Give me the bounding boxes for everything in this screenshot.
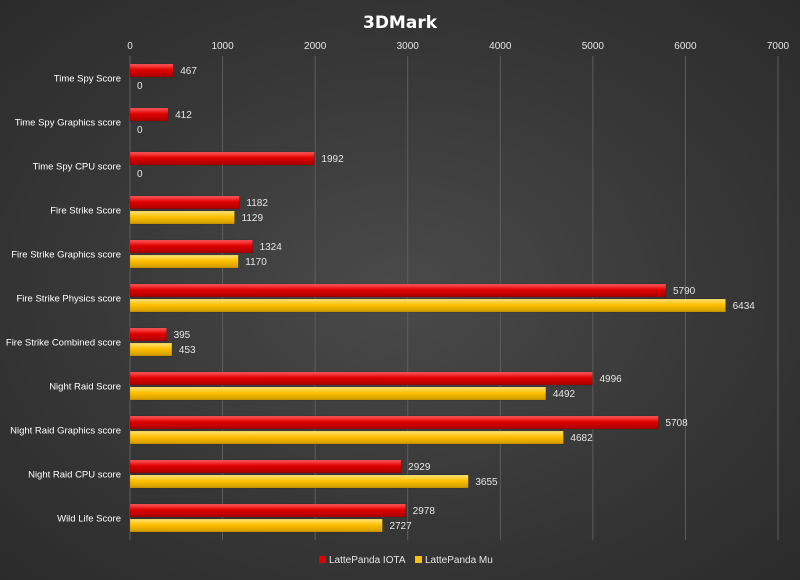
x-tick-label: 2000 (304, 41, 327, 52)
data-label: 2727 (389, 521, 412, 532)
category-label: Night Raid CPU score (28, 470, 121, 481)
bar-series-1 (129, 371, 593, 386)
x-axis-ticks: 0 1000 2000 3000 4000 5000 6000 7000 (127, 41, 789, 52)
data-label: 4492 (553, 389, 576, 400)
bar-series-2 (129, 254, 239, 269)
data-label: 2978 (413, 506, 436, 517)
bar-series-2 (129, 518, 383, 533)
data-label: 1182 (246, 198, 268, 209)
category-label: Fire Strike Graphics score (11, 250, 121, 261)
data-label: 4682 (570, 433, 593, 444)
data-label: 4996 (599, 374, 622, 385)
data-label: 5708 (665, 418, 688, 429)
category-label: Night Raid Graphics score (10, 426, 121, 437)
data-label: 395 (174, 330, 191, 341)
bar-series-1 (129, 195, 240, 210)
bar-series-1 (129, 107, 169, 122)
data-label: 0 (137, 169, 143, 180)
bar-series-1 (129, 459, 402, 474)
data-label: 467 (180, 66, 197, 77)
bar-series-1 (129, 327, 167, 342)
bar-series-1 (129, 63, 174, 78)
data-label: 453 (179, 345, 196, 356)
bar-series-1 (129, 415, 659, 430)
data-label: 3655 (475, 477, 498, 488)
x-tick-label: 3000 (397, 41, 420, 52)
category-label: Fire Strike Physics score (16, 294, 121, 305)
bar-series-1 (129, 503, 406, 518)
data-label: 0 (137, 81, 143, 92)
legend-label: LattePanda IOTA (329, 555, 406, 566)
x-tick-label: 4000 (489, 41, 512, 52)
legend-swatch (415, 556, 422, 563)
data-label: 0 (137, 125, 143, 136)
data-label: 1992 (321, 154, 344, 165)
x-tick-label: 0 (127, 41, 133, 52)
bars (129, 63, 726, 533)
bar-series-2 (129, 210, 235, 225)
category-label: Fire Strike Score (50, 206, 121, 217)
bar-series-2 (129, 474, 469, 489)
category-label: Time Spy CPU score (33, 162, 121, 173)
bar-series-2 (129, 430, 564, 445)
bar-series-2 (129, 386, 547, 401)
category-label: Time Spy Score (54, 74, 121, 85)
legend: LattePanda IOTA LattePanda Mu (319, 555, 493, 566)
category-label: Night Raid Score (49, 382, 121, 393)
category-label: Fire Strike Combined score (6, 338, 121, 349)
legend-label: LattePanda Mu (425, 555, 493, 566)
data-label: 1129 (242, 213, 264, 224)
x-tick-label: 7000 (767, 41, 790, 52)
x-tick-label: 5000 (582, 41, 605, 52)
bar-series-1 (129, 151, 315, 166)
value-labels: 467 0 412 0 1992 0 1182 1129 1324 1170 5790 6434 395… (137, 66, 755, 532)
data-label: 1170 (245, 257, 267, 268)
data-label: 2929 (408, 462, 431, 473)
bar-series-2 (129, 298, 726, 313)
data-label: 6434 (733, 301, 756, 312)
x-tick-label: 1000 (211, 41, 234, 52)
legend-swatch (319, 556, 326, 563)
bar-series-2 (129, 342, 173, 357)
data-label: 5790 (673, 286, 696, 297)
category-labels: Time Spy Score Time Spy Graphics score Tim… (6, 74, 121, 525)
category-label: Wild Life Score (57, 514, 121, 525)
chart-title: 3DMark (363, 13, 438, 33)
data-label: 1324 (260, 242, 283, 253)
x-tick-label: 6000 (674, 41, 697, 52)
bar-series-1 (129, 283, 667, 298)
grid-lines (129, 56, 779, 540)
bar-series-1 (129, 239, 253, 254)
data-label: 412 (175, 110, 192, 121)
category-label: Time Spy Graphics score (15, 118, 121, 129)
